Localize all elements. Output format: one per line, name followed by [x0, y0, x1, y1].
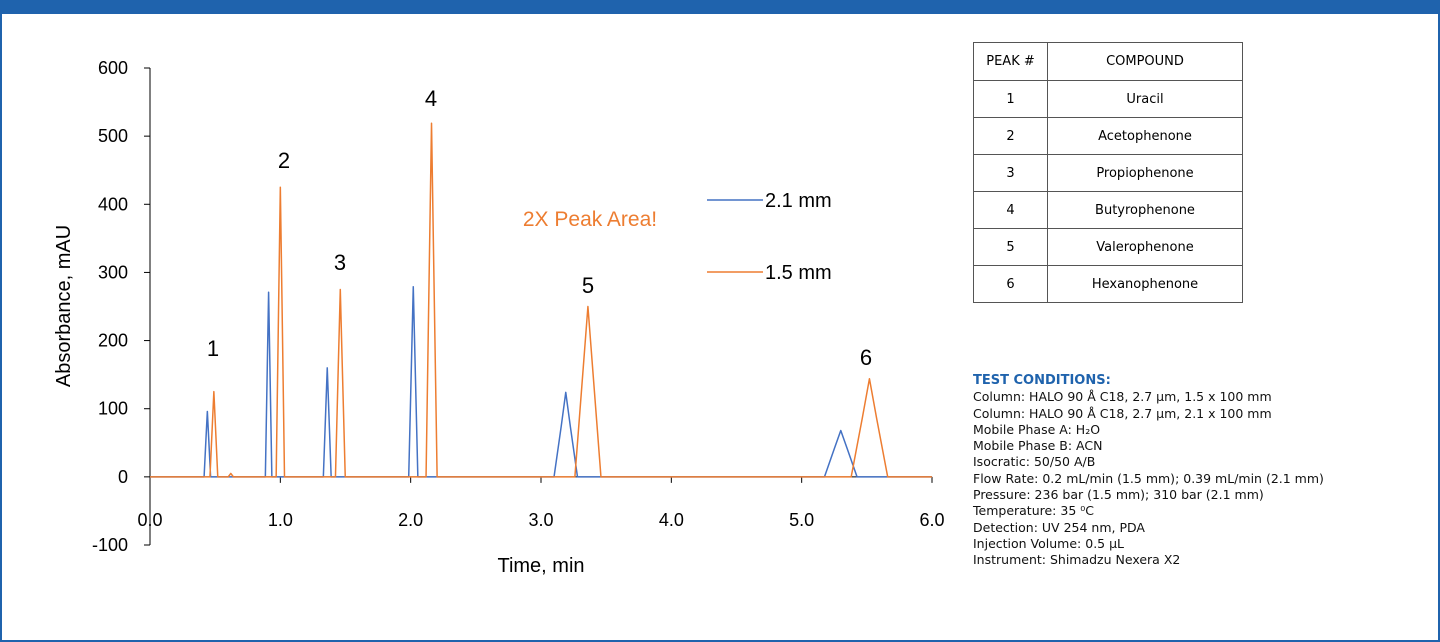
x-tick-label: 4.0 [659, 510, 684, 530]
condition-line: Flow Rate: 0.2 mL/min (1.5 mm); 0.39 mL/… [973, 470, 1324, 486]
y-tick-label: 300 [98, 262, 128, 282]
table-cell: Acetophenone [1047, 117, 1243, 155]
table-row: 6 Hexanophenone [973, 265, 1243, 303]
legend-label: 2.1 mm [765, 190, 832, 212]
table-cell: Uracil [1047, 80, 1243, 118]
y-axis-label: Absorbance, mAU [53, 225, 75, 387]
table-row: 5 Valerophenone [973, 228, 1243, 266]
x-tick-label: 6.0 [919, 510, 944, 530]
y-tick-label: 600 [98, 58, 128, 78]
annotation: 4 [425, 86, 437, 111]
condition-line: Temperature: 35 ⁰C [973, 503, 1094, 519]
condition-line: Column: HALO 90 Å C18, 2.7 µm, 1.5 x 100… [973, 389, 1272, 405]
x-axis-label: Time, min [497, 555, 584, 577]
table-cell: 5 [973, 228, 1048, 266]
condition-line: Injection Volume: 0.5 µL [973, 535, 1125, 551]
annotation: 5 [582, 273, 594, 298]
table-cell: Valerophenone [1047, 228, 1243, 266]
x-tick-label: 0.0 [137, 510, 162, 530]
table-row: 3 Propiophenone [973, 154, 1243, 192]
table-row: 1 Uracil [973, 80, 1243, 118]
table-header-cell: COMPOUND [1047, 42, 1243, 81]
y-tick-label: 500 [98, 126, 128, 146]
chart: -100 0 100 200 300 400 500 600 0.0 1.0 2.0 3.0 4.0 5.… [53, 58, 945, 577]
annotation: 2 [278, 148, 290, 173]
table-header-cell: PEAK # [973, 42, 1048, 81]
table-cell: Hexanophenone [1047, 265, 1243, 303]
x-tick-label: 5.0 [789, 510, 814, 530]
line-series [150, 285, 932, 478]
y-tick-label: 200 [98, 331, 128, 351]
condition-line: Isocratic: 50/50 A/B [973, 454, 1096, 470]
annotation: 6 [860, 345, 872, 370]
x-tick-label: 2.0 [398, 510, 423, 530]
legend-label: 1.5 mm [765, 262, 832, 284]
table-cell: Butyrophenone [1047, 191, 1243, 229]
table-row: 2 Acetophenone [973, 117, 1243, 155]
table-cell: 2 [973, 117, 1048, 155]
test-conditions-title: TEST CONDITIONS: [973, 373, 1111, 388]
x-tick-label: 1.0 [268, 510, 293, 530]
condition-line: Mobile Phase A: H₂O [973, 421, 1101, 437]
line-series [150, 122, 932, 478]
condition-line: Pressure: 236 bar (1.5 mm); 310 bar (2.1… [973, 487, 1264, 503]
y-tick-label: 400 [98, 194, 128, 214]
condition-line: Column: HALO 90 Å C18, 2.7 µm, 2.1 x 100… [973, 405, 1272, 421]
y-tick-label: 0 [118, 467, 128, 487]
peak-table: PEAK # COMPOUND 1 Uracil 2 Acetophenone 3 Propi… [973, 42, 1243, 303]
table-header-row: PEAK # COMPOUND [973, 42, 1243, 81]
table-row: 4 Butyrophenone [973, 191, 1243, 229]
table-cell: 1 [973, 80, 1048, 118]
y-tick-label: -100 [92, 535, 128, 555]
table-cell: 6 [973, 265, 1048, 303]
condition-line: Mobile Phase B: ACN [973, 438, 1103, 454]
table-cell: 4 [973, 191, 1048, 229]
x-tick-label: 3.0 [528, 510, 553, 530]
condition-line: Detection: UV 254 nm, PDA [973, 519, 1145, 535]
table-cell: Propiophenone [1047, 154, 1243, 192]
annotation: 3 [334, 250, 346, 275]
condition-line: Instrument: Shimadzu Nexera X2 [973, 552, 1181, 568]
table-cell: 3 [973, 154, 1048, 192]
y-tick-label: 100 [98, 399, 128, 419]
annotation: 1 [207, 336, 219, 361]
test-conditions: TEST CONDITIONS: Column: HALO 90 Å C18, … [973, 373, 1324, 569]
annotation: 2X Peak Area! [523, 208, 657, 231]
